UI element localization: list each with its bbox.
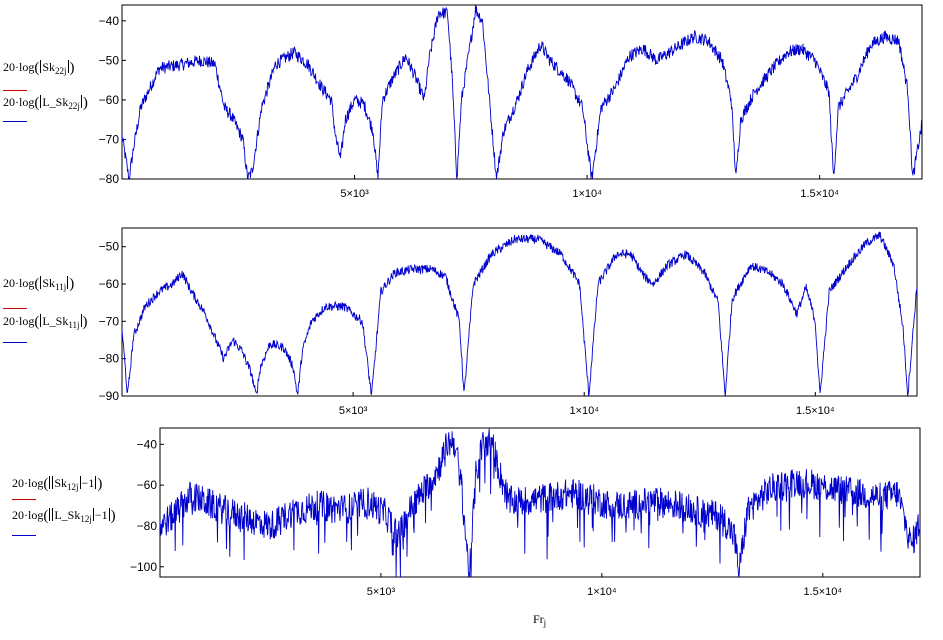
y-tick-label: −80 (99, 172, 120, 186)
y-tick-label: −40 (137, 437, 158, 451)
legend-entry-lsk12: 20·log(L_Sk12j −1) (12, 508, 116, 524)
x-tick-label: 1×10⁴ (569, 405, 599, 417)
x-tick-label: 1×10⁴ (587, 586, 617, 598)
x-tick-label: 1×10⁴ (572, 188, 602, 200)
legend-swatch-blue (3, 342, 27, 343)
y-tick-label: −60 (99, 277, 120, 291)
plot-frame (121, 227, 918, 397)
y-tick-label: −100 (130, 560, 157, 574)
y-tick-label: −50 (99, 240, 120, 254)
plot-frame (159, 427, 921, 578)
x-tick-label: 5×10³ (367, 586, 396, 598)
legend-entry-lsk11: 20·log(L_Sk11j) (3, 314, 88, 330)
series-line (121, 231, 918, 397)
x-tick-label: 5×10³ (340, 188, 369, 200)
y-tick-label: −80 (137, 519, 158, 533)
plot-frame (121, 4, 923, 180)
y-tick-label: −50 (99, 53, 120, 67)
y-tick-label: −40 (99, 14, 120, 28)
legend-entry-sk12: 20·log(Sk12j −1) (12, 476, 103, 492)
legend-entry-sk22: 20·log(Sk22j) (3, 60, 75, 76)
x-tick-label: 1.5×10⁴ (796, 405, 835, 417)
y-tick-label: −70 (99, 314, 120, 328)
legend-swatch-red (3, 308, 27, 309)
series-line (121, 5, 923, 181)
legend-entry-lsk22: 20·log(L_Sk22j) (3, 95, 88, 111)
legend-swatch-blue (12, 535, 36, 536)
y-tick-label: −70 (99, 132, 120, 146)
y-tick-label: −60 (137, 478, 158, 492)
y-tick-label: −80 (99, 352, 120, 366)
x-tick-label: 5×10³ (339, 405, 368, 417)
x-axis-label: Frj (533, 612, 547, 628)
y-tick-label: −60 (99, 93, 120, 107)
x-tick-label: 1.5×10⁴ (800, 188, 839, 200)
legend-swatch-red (3, 90, 27, 91)
legend-swatch-blue (3, 121, 27, 122)
x-tick-label: 1.5×10⁴ (803, 586, 842, 598)
legend-entry-sk11: 20·log(Sk11j) (3, 276, 75, 292)
legend-swatch-red (12, 499, 36, 500)
y-tick-label: −90 (99, 389, 120, 403)
series-line (159, 428, 921, 578)
